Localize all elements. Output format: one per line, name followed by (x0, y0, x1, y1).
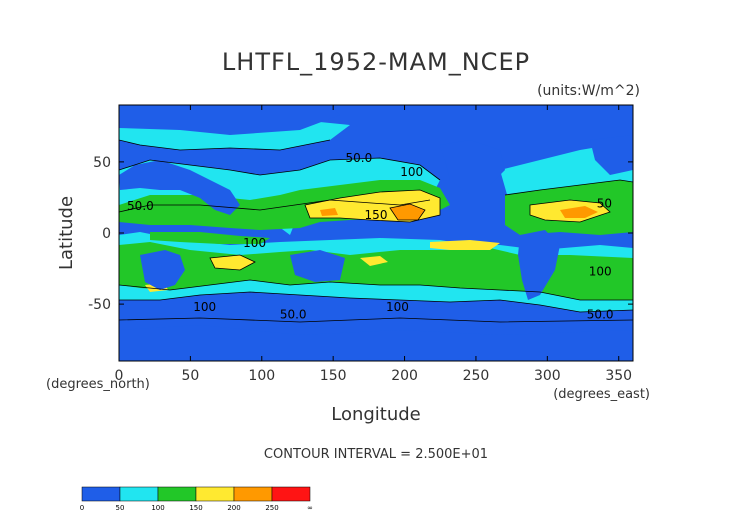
contour-label: 100 (400, 165, 423, 179)
contour-labels: 100 150 50.0 50.0 100 100 50.0 100 50 100 50.0 (127, 151, 613, 321)
x-tick-label: 50 (181, 368, 199, 384)
contour-label: 50.0 (587, 307, 614, 321)
contour-label: 50.0 (346, 151, 373, 165)
colorbar-label: 0 (80, 504, 84, 512)
x-axis-title: Longitude (331, 404, 421, 425)
y-unit-label: (degrees_north) (46, 377, 150, 392)
colorbar-label: 200 (227, 504, 240, 512)
y-axis-title: Latitude (56, 196, 77, 270)
contour-label: 100 (193, 300, 216, 314)
band-200-250 (320, 204, 598, 220)
colorbar-swatch (119, 486, 159, 502)
x-tick-label: 350 (605, 368, 632, 384)
contour-label: 100 (589, 265, 612, 279)
colorbar-label: ∞ (307, 504, 313, 512)
colorbar-label: 250 (265, 504, 278, 512)
x-tick-label: 250 (463, 368, 490, 384)
x-axis: 0 50 100 150 200 250 300 350 (115, 105, 632, 384)
colorbar-swatch (195, 486, 235, 502)
y-tick-label: 50 (93, 155, 111, 171)
colorbar-swatch (271, 486, 311, 502)
x-tick-label: 150 (320, 368, 347, 384)
colorbar-swatch (157, 486, 197, 502)
contour-label: 150 (365, 208, 388, 222)
contour-label: 50.0 (280, 307, 307, 321)
contour-interval-note: CONTOUR INTERVAL = 2.500E+01 (264, 447, 488, 462)
land-masses (119, 105, 633, 361)
x-unit-label: (degrees_east) (553, 387, 650, 402)
contour-label: 50 (597, 196, 612, 210)
contour-lines (119, 139, 633, 323)
plot-area: 100 150 50.0 50.0 100 100 50.0 100 50 100 50.0 (119, 105, 633, 361)
contour-label: 50.0 (127, 199, 154, 213)
contour-label: 100 (386, 300, 409, 314)
colorbar-label: 150 (189, 504, 202, 512)
colorbar-label: 50 (116, 504, 125, 512)
colorbar: 0 50 100 150 200 250 ∞ (80, 486, 313, 512)
colorbar-swatch (233, 486, 273, 502)
chart-title: LHTFL_1952-MAM_NCEP (222, 48, 530, 76)
x-tick-label: 300 (534, 368, 561, 384)
colorbar-label: 100 (151, 504, 164, 512)
x-tick-label: 100 (248, 368, 275, 384)
y-tick-label: 0 (102, 226, 111, 242)
x-tick-label: 0 (115, 368, 124, 384)
x-tick-label: 200 (391, 368, 418, 384)
y-axis: 50 0 -50 (88, 155, 633, 313)
y-tick-label: -50 (88, 297, 111, 313)
contour-label: 100 (243, 236, 266, 250)
units-label: (units:W/m^2) (537, 83, 640, 99)
colorbar-swatch (81, 486, 121, 502)
